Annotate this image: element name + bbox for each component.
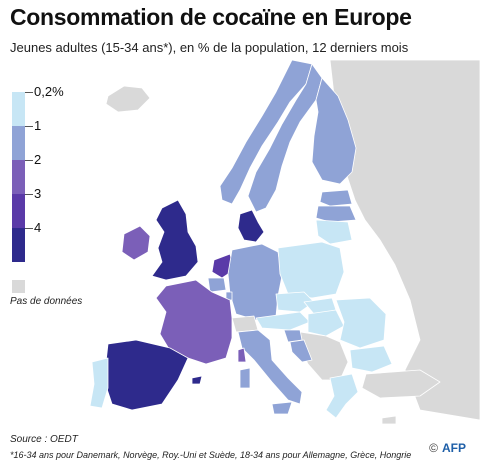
region-romania [335, 297, 387, 349]
legend-label-4: 4 [34, 220, 42, 235]
legend-swatch-0 [12, 92, 25, 126]
legend-item-1: 1 [10, 118, 70, 164]
region-sardinia [239, 367, 251, 389]
no-data-swatch [12, 280, 25, 293]
legend-tick-1 [25, 126, 33, 127]
legend-tick-2 [25, 160, 33, 161]
region-france [155, 279, 233, 365]
legend-tick-3 [25, 194, 33, 195]
region-finland [311, 77, 357, 185]
legend-item-4: 4 [10, 220, 70, 266]
map-title: Consommation de cocaïne en Europe [10, 4, 412, 30]
region-ireland [121, 225, 151, 261]
region-italy [237, 329, 303, 405]
region-czech [275, 291, 315, 313]
europe-map [89, 60, 480, 425]
legend-label-1: 1 [34, 118, 42, 133]
legend-tick-0 [25, 92, 33, 93]
region-switzerland [231, 315, 259, 333]
legend-swatch-3 [12, 194, 25, 228]
legend-swatch-1 [12, 126, 25, 160]
legend-label-3: 3 [34, 186, 42, 201]
afp-logo: AFP [442, 441, 466, 455]
legend-label-2: 2 [34, 152, 42, 167]
region-norway [219, 60, 313, 205]
region-spain [103, 339, 189, 411]
region-turkey [361, 369, 441, 399]
region-iceland [105, 85, 151, 113]
region-bulgaria [349, 345, 393, 373]
no-data-label: Pas de données [10, 296, 83, 307]
region-belgium [207, 277, 227, 293]
region-luxembourg [225, 291, 233, 301]
source-text: Source : OEDT [10, 434, 78, 445]
region-corsica [237, 347, 247, 363]
legend-item-3: 3 [10, 186, 70, 232]
region-lithuania [315, 219, 353, 245]
footnote-text: *16-34 ans pour Danemark, Norvège, Roy.-… [10, 450, 412, 460]
region-balearic [191, 375, 203, 385]
region-cyprus [381, 415, 397, 425]
region-latvia [315, 205, 357, 223]
region-croatia [289, 339, 313, 363]
region-sicily [271, 401, 293, 415]
legend-item-2: 2 [10, 152, 70, 198]
region-greece [325, 373, 359, 419]
legend-tick-4 [25, 228, 33, 229]
map-subtitle: Jeunes adultes (15-34 ans*), en % de la … [10, 40, 409, 55]
region-hungary [307, 309, 345, 337]
region-uk [151, 199, 199, 281]
legend-item-0: 0,2% [10, 84, 70, 130]
region-sweden [247, 63, 323, 213]
region-portugal [89, 357, 109, 409]
region-denmark [237, 209, 265, 243]
afp-credit: © AFP [429, 441, 466, 455]
region-austria [255, 311, 311, 331]
legend-label-0: 0,2% [34, 84, 64, 99]
region-germany [227, 243, 283, 321]
region-estonia [319, 189, 353, 207]
legend-swatch-4 [12, 228, 25, 262]
region-slovenia [283, 329, 303, 343]
region-poland [277, 241, 345, 299]
copyright-symbol: © [429, 441, 438, 455]
legend-swatch-2 [12, 160, 25, 194]
